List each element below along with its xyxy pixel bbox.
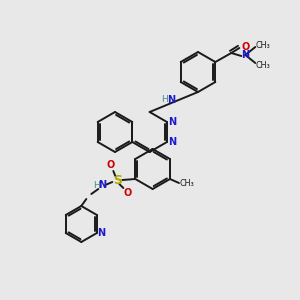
Text: N: N xyxy=(97,228,105,238)
Text: CH₃: CH₃ xyxy=(256,61,271,70)
Text: N: N xyxy=(168,117,176,127)
Text: N: N xyxy=(168,137,176,147)
Text: CH₃: CH₃ xyxy=(256,40,271,50)
Text: O: O xyxy=(106,160,114,170)
Text: H: H xyxy=(93,181,100,190)
Text: O: O xyxy=(123,188,131,198)
Text: CH₃: CH₃ xyxy=(180,179,194,188)
Text: O: O xyxy=(241,42,249,52)
Text: N: N xyxy=(241,50,249,60)
Text: H: H xyxy=(161,95,168,104)
Text: N: N xyxy=(167,95,175,105)
Text: N: N xyxy=(98,180,106,190)
Text: S: S xyxy=(113,173,122,187)
